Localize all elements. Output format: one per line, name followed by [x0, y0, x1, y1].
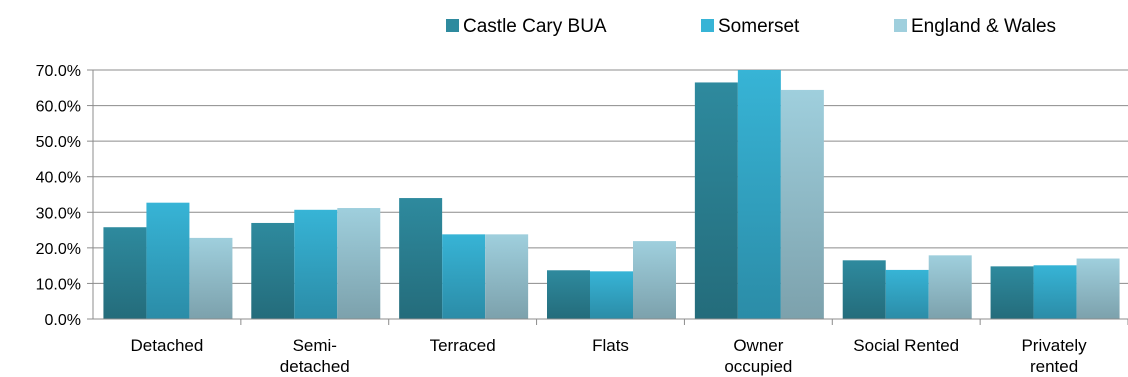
y-tick-label: 0.0%: [45, 312, 81, 329]
legend-swatch: [894, 19, 907, 32]
x-tick-label: Privately: [1021, 336, 1087, 355]
y-tick-label: 30.0%: [36, 205, 81, 222]
bar: [842, 260, 886, 319]
bar: [189, 237, 233, 319]
bar: [780, 89, 824, 319]
legend-swatch: [446, 19, 459, 32]
bar: [633, 241, 676, 319]
bar: [103, 227, 147, 319]
x-tick-label: detached: [280, 357, 350, 376]
bar: [547, 270, 590, 319]
bar: [1033, 265, 1077, 319]
bar: [251, 222, 295, 319]
x-tick-label: Terraced: [430, 336, 496, 355]
bar: [294, 209, 338, 319]
y-tick-label: 60.0%: [36, 99, 81, 116]
x-tick-label: Semi-: [293, 336, 337, 355]
legend-label: Castle Cary BUA: [463, 16, 607, 37]
y-tick-label: 20.0%: [36, 241, 81, 258]
y-tick-label: 70.0%: [36, 63, 81, 80]
x-tick-label: rented: [1030, 357, 1078, 376]
bar: [146, 202, 190, 319]
x-tick-label: Social Rented: [853, 336, 959, 355]
bar: [737, 70, 781, 319]
bar: [928, 255, 972, 319]
bar: [442, 234, 486, 319]
y-tick-label: 50.0%: [36, 134, 81, 151]
bar: [885, 269, 929, 319]
bar: [1076, 258, 1120, 319]
bar: [399, 198, 443, 319]
y-tick-label: 40.0%: [36, 170, 81, 187]
legend-swatch: [701, 19, 714, 32]
x-tick-label: Owner: [733, 336, 783, 355]
x-tick-label: Flats: [592, 336, 629, 355]
legend-label: England & Wales: [911, 16, 1056, 37]
bar: [485, 234, 529, 319]
bar: [694, 82, 738, 319]
x-tick-label: Detached: [131, 336, 204, 355]
bar: [990, 266, 1034, 319]
bar: [590, 271, 633, 319]
y-tick-label: 10.0%: [36, 276, 81, 293]
x-tick-label: occupied: [724, 357, 792, 376]
legend-label: Somerset: [718, 16, 800, 37]
bar: [337, 208, 381, 319]
